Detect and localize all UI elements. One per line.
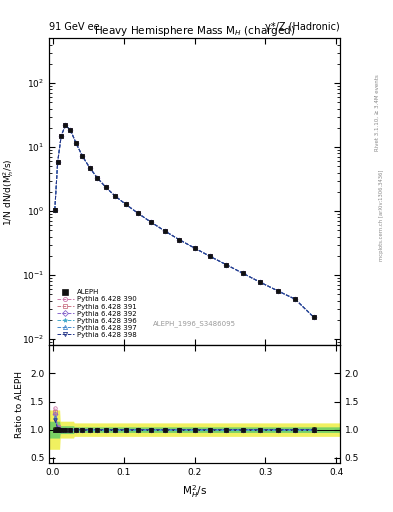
Text: ALEPH_1996_S3486095: ALEPH_1996_S3486095 [153,320,236,327]
Title: Heavy Hemisphere Mass M$_{H}$ (charged): Heavy Hemisphere Mass M$_{H}$ (charged) [94,25,295,38]
Text: Rivet 3.1.10, ≥ 3.4M events: Rivet 3.1.10, ≥ 3.4M events [375,74,380,151]
Text: 91 GeV ee: 91 GeV ee [49,22,100,32]
Y-axis label: 1/N dN/d(M$^{2}_{h}$/s): 1/N dN/d(M$^{2}_{h}$/s) [2,158,17,226]
Text: γ*/Z (Hadronic): γ*/Z (Hadronic) [265,22,340,32]
Y-axis label: Ratio to ALEPH: Ratio to ALEPH [15,371,24,438]
Legend: ALEPH, Pythia 6.428 390, Pythia 6.428 391, Pythia 6.428 392, Pythia 6.428 396, P: ALEPH, Pythia 6.428 390, Pythia 6.428 39… [55,287,139,340]
Text: mcplots.cern.ch [arXiv:1306.3436]: mcplots.cern.ch [arXiv:1306.3436] [380,169,384,261]
X-axis label: M$^{2}_{H}$/s: M$^{2}_{H}$/s [182,483,207,500]
